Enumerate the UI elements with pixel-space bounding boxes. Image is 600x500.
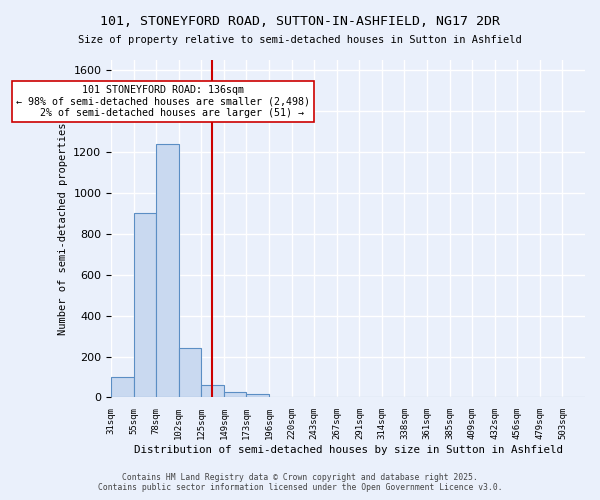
Bar <box>224 392 247 398</box>
Y-axis label: Number of semi-detached properties: Number of semi-detached properties <box>58 122 68 335</box>
Bar <box>202 385 224 398</box>
Bar <box>156 144 179 398</box>
X-axis label: Distribution of semi-detached houses by size in Sutton in Ashfield: Distribution of semi-detached houses by … <box>134 445 563 455</box>
Bar <box>111 377 134 398</box>
Text: Size of property relative to semi-detached houses in Sutton in Ashfield: Size of property relative to semi-detach… <box>78 35 522 45</box>
Text: 101 STONEYFORD ROAD: 136sqm
← 98% of semi-detached houses are smaller (2,498)
  : 101 STONEYFORD ROAD: 136sqm ← 98% of sem… <box>16 84 310 117</box>
Text: Contains HM Land Registry data © Crown copyright and database right 2025.
Contai: Contains HM Land Registry data © Crown c… <box>98 473 502 492</box>
Bar <box>247 394 269 398</box>
Bar <box>179 348 202 398</box>
Bar <box>134 214 156 398</box>
Text: 101, STONEYFORD ROAD, SUTTON-IN-ASHFIELD, NG17 2DR: 101, STONEYFORD ROAD, SUTTON-IN-ASHFIELD… <box>100 15 500 28</box>
